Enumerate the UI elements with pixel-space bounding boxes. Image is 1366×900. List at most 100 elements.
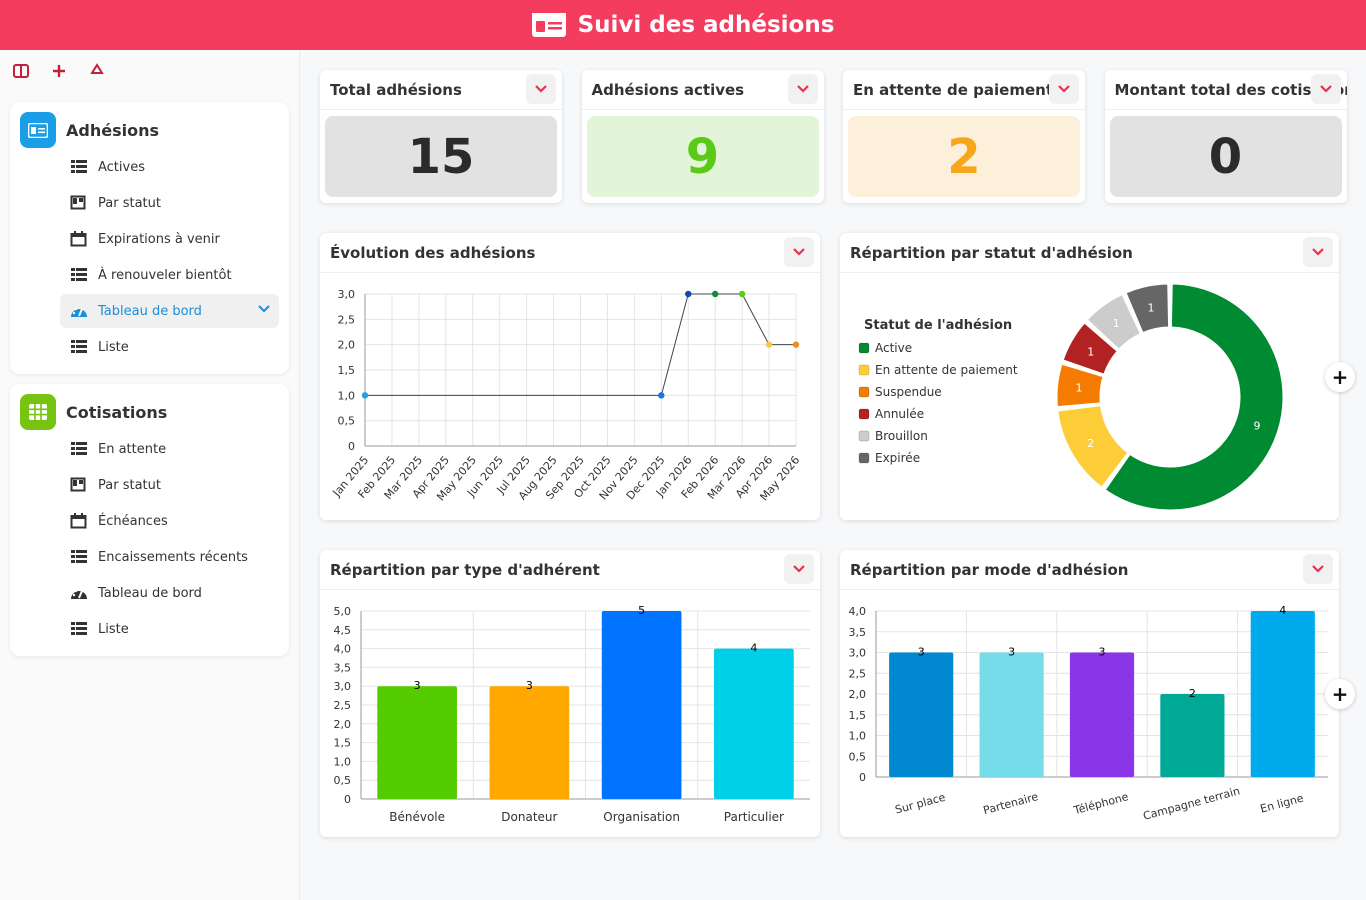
chevron-down-icon [1312, 248, 1324, 256]
sidebar-toggle-button[interactable] [12, 62, 30, 80]
card-menu-button[interactable] [784, 554, 814, 584]
y-tick-label: 3,5 [334, 661, 352, 674]
donut-slice [1056, 363, 1104, 408]
kanban-icon [70, 477, 86, 492]
list-icon [71, 442, 87, 455]
data-point [711, 290, 719, 298]
y-tick-label: 2,5 [338, 313, 356, 326]
add-widget-button[interactable]: + [1325, 362, 1355, 392]
card-menu-button[interactable] [784, 237, 814, 267]
x-tick-label: Campagne terrain [1142, 784, 1242, 822]
chevron-down-icon [1312, 565, 1324, 573]
card-menu-button[interactable] [1303, 237, 1333, 267]
legend-label: Brouillon [875, 429, 928, 443]
sidebar-item[interactable]: En attente [60, 432, 279, 466]
list-icon [71, 268, 87, 281]
sidebar-item-label: Tableau de bord [98, 303, 202, 319]
sidebar-item[interactable]: Actives [60, 150, 279, 184]
sidebar-item[interactable]: Tableau de bord [60, 576, 279, 610]
y-tick-label: 3,0 [338, 288, 356, 301]
bar-value-label: 4 [750, 642, 757, 655]
legend-swatch [858, 452, 870, 464]
card-menu-button[interactable] [1303, 554, 1333, 584]
mode-bar-chart: 0 0,5 1,0 1,5 2,0 2,5 3,0 3,5 4,0 3 Sur place 3 Part… [849, 604, 1328, 823]
kpi-value: 0 [1109, 116, 1342, 197]
y-tick-label: 2,0 [334, 718, 352, 731]
dashboard-icon [71, 307, 87, 317]
y-tick-label: 4,0 [334, 643, 352, 656]
list-icon [71, 622, 87, 635]
sidebar-item-label: Par statut [98, 477, 161, 493]
y-tick-label: 2,5 [849, 667, 867, 680]
kpi-title: Montant total des cotisations [1104, 70, 1347, 110]
recycle-icon [90, 63, 104, 74]
y-tick-label: 1,0 [334, 755, 352, 768]
refresh-button[interactable] [88, 62, 106, 80]
nav-group-header[interactable]: Cotisations [20, 394, 167, 430]
calendar-icon [70, 231, 87, 247]
nav-group-header[interactable]: Adhésions [20, 112, 159, 148]
y-tick-label: 0 [344, 793, 351, 806]
sidebar-item[interactable]: Expirations à venir [60, 222, 279, 256]
chevron-down-icon[interactable] [257, 304, 271, 314]
card-menu-button[interactable] [1049, 74, 1079, 104]
legend-swatch [858, 408, 870, 420]
add-widget-button[interactable]: + [1325, 679, 1355, 709]
chevron-down-icon [793, 565, 805, 573]
sidebar-item-label: À renouveler bientôt [98, 267, 232, 283]
slice-label: 1 [1076, 381, 1083, 394]
data-point [685, 290, 692, 298]
slice-label: 1 [1087, 345, 1094, 358]
data-point [361, 392, 369, 399]
y-tick-label: 1,5 [334, 737, 352, 750]
nav-group-cotisations: Cotisations En attente Par statut Échéances… [10, 384, 289, 656]
y-tick-label: 2,0 [849, 688, 867, 701]
data-point [658, 392, 665, 399]
slice-label: 1 [1113, 317, 1120, 330]
sidebar-item[interactable]: Échéances [60, 504, 279, 538]
sidebar-item-label: En attente [98, 441, 167, 457]
legend-label: Annulée [875, 407, 924, 421]
kpi-value: 9 [586, 116, 819, 197]
legend-swatch [858, 386, 870, 398]
bar [889, 652, 954, 777]
chevron-down-icon [796, 85, 809, 93]
legend-swatch [858, 364, 870, 376]
data-point [738, 290, 746, 298]
y-tick-label: 5,0 [334, 605, 352, 618]
y-tick-label: 1,5 [338, 364, 356, 377]
card-menu-button[interactable] [787, 74, 818, 104]
sidebar-item[interactable]: Tableau de bord [60, 294, 279, 328]
x-tick-label: Téléphone [1071, 790, 1130, 817]
status-donut-chart: Statut de l'adhésion Active En attente de … [858, 283, 1284, 511]
list-icon [71, 340, 87, 353]
legend-label: Active [875, 341, 912, 355]
type-bar-chart: 0 0,5 1,0 1,5 2,0 2,5 3,0 3,5 4,0 4,5 5,0 3 Bénévole… [334, 604, 810, 824]
card-title: Répartition par statut d'adhésion [840, 233, 1339, 273]
chevron-down-icon [1319, 85, 1332, 93]
sidebar-item[interactable]: Liste [60, 612, 279, 646]
sidebar-item[interactable]: À renouveler bientôt [60, 258, 279, 292]
sidebar-item-label: Échéances [98, 513, 168, 529]
chevron-down-icon [793, 248, 805, 256]
y-tick-label: 1,5 [849, 709, 867, 722]
bar [714, 648, 794, 799]
sidebar-item[interactable]: Par statut [60, 186, 279, 220]
add-button[interactable] [50, 62, 68, 80]
slice-label: 2 [1087, 437, 1094, 450]
app-header: Suivi des adhésions [0, 0, 1366, 50]
kanban-icon [70, 195, 86, 210]
card-menu-button[interactable] [526, 74, 556, 104]
card-menu-button[interactable] [1310, 74, 1341, 104]
x-tick-label: Particulier [724, 810, 784, 824]
kpi-value: 2 [848, 116, 1080, 197]
sidebar-item[interactable]: Encaissements récents [60, 540, 279, 574]
bar [601, 611, 682, 799]
y-tick-label: 4,0 [849, 605, 867, 618]
sidebar-item[interactable]: Liste [60, 330, 279, 364]
kpi-card: Montant total des cotisations 0 [1104, 70, 1347, 203]
sidebar-item[interactable]: Par statut [60, 468, 279, 502]
sidebar-toolbar [12, 62, 106, 80]
bar-value-label: 4 [1279, 604, 1286, 617]
sidebar-item-label: Encaissements récents [98, 549, 248, 565]
